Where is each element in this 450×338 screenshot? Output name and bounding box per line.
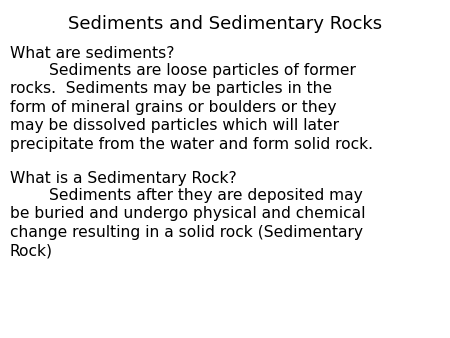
Text: What are sediments?: What are sediments? bbox=[10, 46, 175, 61]
Text: What is a Sedimentary Rock?: What is a Sedimentary Rock? bbox=[10, 171, 237, 186]
Text: Sediments are loose particles of former
rocks.  Sediments may be particles in th: Sediments are loose particles of former … bbox=[10, 63, 373, 152]
Text: Sediments and Sedimentary Rocks: Sediments and Sedimentary Rocks bbox=[68, 15, 382, 33]
Text: Sediments after they are deposited may
be buried and undergo physical and chemic: Sediments after they are deposited may b… bbox=[10, 188, 365, 258]
